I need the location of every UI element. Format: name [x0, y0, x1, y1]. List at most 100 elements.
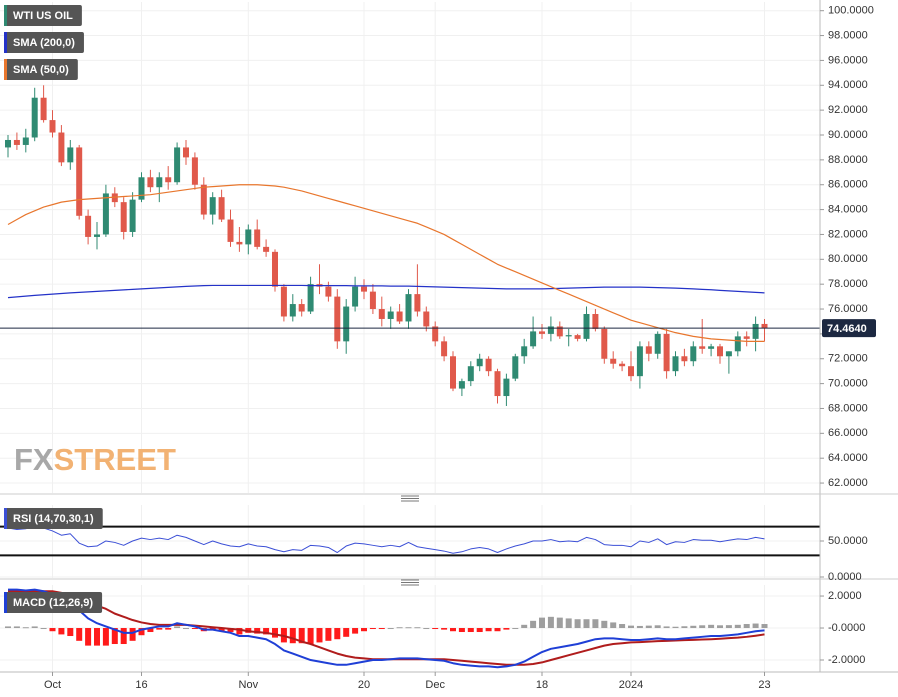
y-tick-label: 76.0000 — [828, 303, 868, 315]
candle-body — [485, 358, 492, 372]
histogram-bar — [530, 620, 537, 629]
candle-body — [663, 333, 670, 372]
histogram-bar — [361, 628, 367, 632]
candle-body — [31, 97, 38, 138]
candle-body — [512, 356, 519, 379]
candle-body — [13, 139, 20, 145]
histogram-bar — [111, 628, 118, 645]
histogram-bar — [316, 628, 323, 643]
x-tick-label: 18 — [536, 679, 548, 691]
histogram-bar — [174, 626, 181, 629]
candle-body — [565, 335, 572, 337]
candle-body — [272, 251, 278, 287]
legend-box — [4, 5, 82, 26]
candle-body — [280, 286, 287, 317]
histogram-bar — [298, 628, 305, 644]
candle-body — [539, 331, 545, 334]
histogram-bar — [565, 618, 572, 629]
candle-body — [85, 215, 92, 237]
histogram-bar — [352, 628, 359, 634]
candle-body — [574, 335, 581, 339]
y-tick-label: 80.0000 — [828, 253, 868, 265]
y-tick-label: 72.0000 — [828, 353, 868, 365]
candle-body — [494, 371, 501, 397]
candle-body — [263, 246, 270, 252]
candle-body — [361, 286, 367, 292]
candle-body — [343, 306, 350, 342]
histogram-bar — [85, 628, 92, 646]
legend-swatch — [4, 5, 7, 26]
legend-label: RSI (14,70,30,1) — [13, 513, 94, 525]
candle-body — [218, 197, 225, 220]
histogram-bar — [307, 628, 314, 645]
watermark-street: STREET — [54, 442, 176, 477]
y-tick-label: 96.0000 — [828, 54, 868, 66]
legend-label: WTI US OIL — [13, 10, 73, 22]
candle-body — [583, 314, 590, 339]
legend-swatch — [4, 592, 7, 613]
histogram-bar — [254, 628, 261, 634]
legend-box — [4, 592, 103, 613]
legend-item: MACD (12,26,9) — [4, 592, 103, 613]
candle-body — [396, 311, 403, 322]
candle-body — [58, 132, 65, 163]
histogram-bar — [325, 628, 332, 641]
x-tick-label: 16 — [135, 679, 147, 691]
y-tick-label: 66.0000 — [828, 427, 868, 439]
histogram-bar — [236, 628, 243, 635]
y-tick-label: 90.0000 — [828, 129, 868, 141]
candle-body — [761, 323, 768, 329]
histogram-bar — [67, 628, 74, 637]
histogram-bar — [743, 624, 750, 629]
histogram-bar — [183, 628, 189, 630]
legend-box — [4, 508, 103, 529]
candle-body — [503, 378, 510, 397]
y-tick-label: -2.0000 — [828, 654, 865, 666]
histogram-bar — [467, 628, 474, 633]
histogram-bar — [58, 628, 65, 635]
histogram-bar — [414, 627, 421, 629]
y-tick-label: 68.0000 — [828, 402, 868, 414]
candle-body — [547, 326, 554, 334]
last-price-label: 74.4640 — [827, 323, 867, 335]
y-tick-label: 62.0000 — [828, 477, 868, 489]
legend-label: SMA (50,0) — [13, 64, 69, 76]
resize-handle[interactable] — [401, 579, 419, 586]
histogram-bar — [218, 628, 225, 632]
candle-body — [111, 193, 118, 203]
histogram-bar — [619, 624, 626, 629]
histogram-bar — [49, 628, 56, 632]
candle-body — [619, 363, 626, 367]
candle-body — [174, 147, 181, 183]
y-tick-label: -0.0000 — [828, 622, 865, 634]
last-price-box — [822, 319, 876, 338]
histogram-bar — [592, 619, 599, 629]
legend-swatch — [4, 59, 7, 80]
histogram-bar — [423, 628, 430, 630]
histogram-bar — [76, 628, 83, 641]
histogram-bar — [503, 628, 510, 630]
histogram-bar — [636, 625, 643, 629]
histogram-bar — [13, 626, 20, 629]
histogram-bar — [138, 628, 145, 636]
candle-body — [5, 139, 11, 148]
candle-body — [717, 346, 723, 357]
candle-body — [476, 358, 483, 367]
histogram-bar — [699, 625, 706, 629]
histogram-bar — [708, 624, 715, 629]
histogram-bar — [263, 628, 270, 635]
histogram-bar — [547, 616, 554, 629]
candle-body — [654, 333, 661, 354]
y-tick-label: 82.0000 — [828, 228, 868, 240]
resize-handle[interactable] — [401, 495, 419, 502]
histogram-bar — [432, 628, 439, 630]
macd-line — [8, 588, 765, 669]
marks-layer — [0, 85, 820, 669]
legend-box — [4, 32, 84, 53]
candle-body — [138, 177, 145, 200]
candle-body — [690, 346, 697, 362]
histogram-bar — [476, 628, 483, 633]
candle-body — [254, 229, 261, 247]
y-tick-label: 70.0000 — [828, 378, 868, 390]
